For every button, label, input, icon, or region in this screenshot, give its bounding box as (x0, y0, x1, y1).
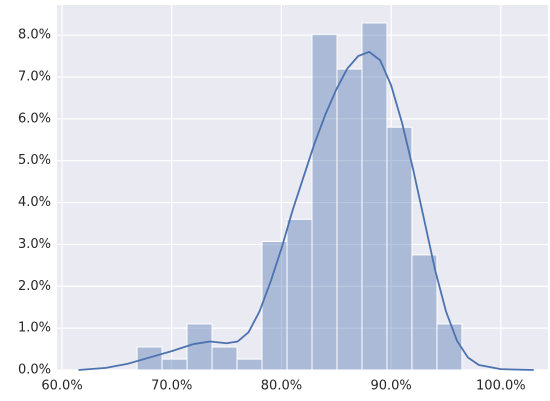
y-tick-label: 2.0% (18, 279, 51, 294)
kde-line (78, 50, 534, 371)
y-tick-label: 6.0% (18, 111, 51, 126)
bar (236, 358, 263, 371)
x-tick-label: 70.0% (151, 379, 192, 394)
y-tick-label: 4.0% (18, 195, 51, 210)
x-tick-label: 100.0% (476, 379, 526, 394)
bar (411, 254, 438, 371)
bar (211, 346, 238, 371)
bar (311, 33, 338, 371)
bar (436, 323, 463, 371)
x-tick-label: 90.0% (370, 379, 411, 394)
bar (286, 218, 313, 371)
plot-background (57, 5, 548, 370)
bar (361, 22, 388, 371)
y-tick-label: 3.0% (18, 237, 51, 252)
x-tick-label: 80.0% (261, 379, 302, 394)
y-tick-label: 5.0% (18, 153, 51, 168)
y-tick-label: 1.0% (18, 321, 51, 336)
y-tick-label: 7.0% (18, 69, 51, 84)
y-tick-label: 0.0% (18, 363, 51, 378)
bar (336, 68, 363, 371)
bar (261, 240, 288, 371)
bar (161, 358, 188, 371)
bar (386, 126, 413, 371)
x-tick-label: 60.0% (41, 379, 82, 394)
bar (136, 346, 163, 371)
bar (186, 323, 213, 371)
y-tick-label: 8.0% (18, 28, 51, 43)
